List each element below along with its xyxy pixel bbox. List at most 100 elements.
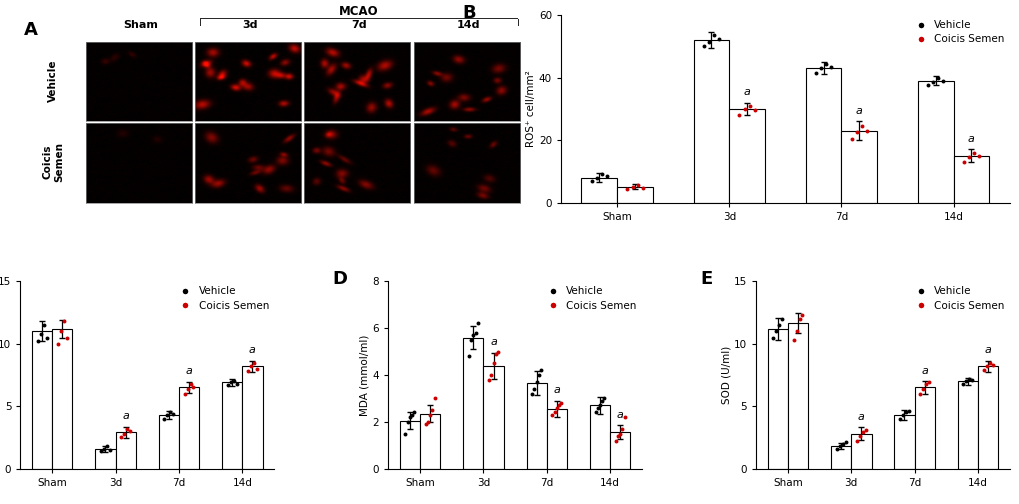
Point	[791, 314, 807, 323]
Text: a: a	[920, 365, 927, 375]
Point	[526, 385, 542, 393]
Point	[587, 408, 603, 416]
Point	[544, 411, 560, 419]
Bar	[729, 109, 764, 203]
Bar	[917, 81, 953, 203]
Point	[406, 408, 422, 416]
Point	[463, 336, 479, 344]
Text: a: a	[855, 106, 862, 116]
Point	[113, 433, 129, 442]
Point	[794, 311, 810, 319]
Point	[162, 408, 178, 416]
Text: A: A	[23, 21, 38, 39]
Point	[246, 358, 262, 366]
Point	[165, 410, 181, 418]
Point	[420, 418, 436, 426]
Bar	[894, 415, 914, 469]
Text: a: a	[553, 385, 559, 395]
Bar	[178, 388, 199, 469]
Point	[700, 38, 716, 46]
Point	[767, 327, 784, 335]
Y-axis label: SOD (U/ml): SOD (U/ml)	[720, 346, 731, 404]
Bar	[32, 331, 52, 469]
Bar	[977, 366, 998, 469]
Point	[239, 367, 256, 375]
Point	[611, 429, 628, 437]
Point	[911, 390, 927, 398]
Text: Vehicle: Vehicle	[48, 59, 58, 101]
Legend: Vehicle, Coicis Semen: Vehicle, Coicis Semen	[905, 16, 1008, 49]
Point	[955, 380, 971, 388]
Point	[99, 442, 115, 450]
Bar	[830, 446, 851, 469]
Text: a: a	[249, 345, 256, 355]
Point	[249, 365, 265, 373]
Point	[532, 366, 548, 374]
Point	[960, 153, 976, 161]
Point	[827, 445, 844, 453]
Point	[156, 415, 172, 423]
Point	[929, 74, 946, 82]
Text: a: a	[983, 345, 990, 355]
Point	[914, 385, 930, 393]
Point	[812, 64, 828, 72]
Legend: Vehicle, Coicis Semen: Vehicle, Coicis Semen	[538, 282, 640, 315]
Point	[854, 428, 870, 436]
Point	[596, 395, 612, 403]
Point	[467, 329, 483, 337]
Bar	[581, 177, 616, 203]
Point	[773, 314, 790, 323]
Point	[770, 321, 787, 329]
Point	[593, 397, 609, 405]
Text: a: a	[967, 134, 974, 144]
Point	[589, 404, 605, 412]
Point	[788, 327, 804, 335]
Bar	[953, 156, 988, 203]
Bar	[805, 68, 841, 203]
Point	[891, 415, 907, 423]
Point	[528, 378, 544, 386]
Point	[629, 181, 645, 190]
Text: a: a	[185, 366, 193, 376]
Text: D: D	[332, 270, 347, 288]
Bar	[957, 381, 977, 469]
Point	[736, 105, 752, 113]
Point	[50, 340, 66, 348]
Point	[424, 406, 440, 414]
Bar	[693, 40, 729, 203]
Point	[934, 77, 951, 85]
Point	[920, 379, 936, 387]
Point	[485, 359, 501, 367]
Text: 3d: 3d	[242, 20, 257, 30]
Point	[399, 418, 416, 426]
Bar	[243, 366, 262, 469]
Bar	[483, 365, 503, 469]
Point	[593, 170, 609, 178]
Y-axis label: MDA (mmol/ml): MDA (mmol/ml)	[360, 334, 370, 416]
Point	[598, 172, 614, 180]
Bar	[222, 383, 243, 469]
Bar	[546, 409, 567, 469]
Point	[917, 380, 933, 388]
Point	[858, 127, 874, 135]
Point	[426, 395, 442, 403]
Point	[609, 432, 626, 440]
Point	[401, 413, 418, 421]
Point	[897, 408, 913, 416]
Point	[977, 362, 994, 370]
Point	[30, 337, 46, 345]
Point	[851, 432, 867, 440]
Point	[974, 366, 990, 374]
Text: 7d: 7d	[351, 20, 367, 30]
Point	[487, 350, 503, 358]
Point	[848, 437, 864, 445]
Text: B: B	[462, 4, 476, 22]
Y-axis label: ROS⁺ cell/mm²: ROS⁺ cell/mm²	[526, 71, 536, 147]
Bar	[95, 449, 115, 469]
Point	[817, 59, 834, 68]
Text: 14d: 14d	[457, 20, 480, 30]
Point	[548, 404, 565, 412]
Point	[461, 352, 477, 360]
Bar	[767, 329, 787, 469]
Point	[731, 111, 747, 119]
